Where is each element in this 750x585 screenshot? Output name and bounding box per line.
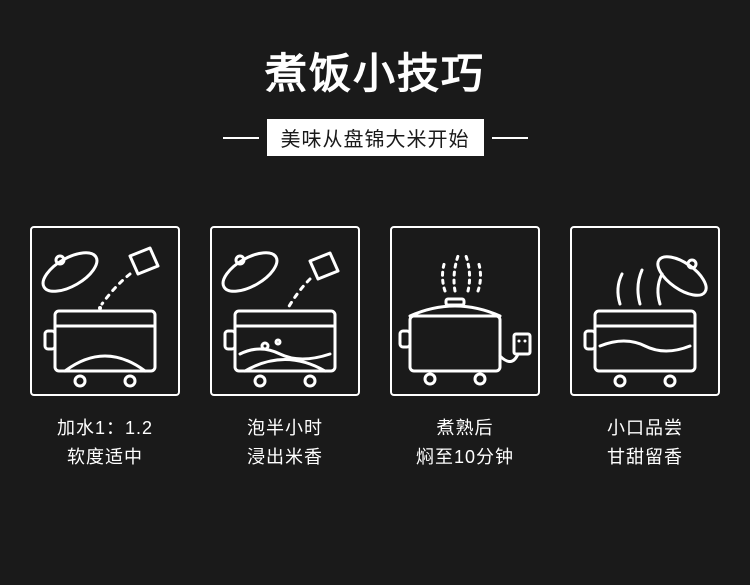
subtitle-text: 美味从盘锦大米开始	[267, 119, 484, 156]
subtitle-line-left	[223, 137, 259, 139]
step-3: 煮熟后 焖至10分钟	[390, 226, 540, 472]
step-1-line2: 软度适中	[57, 443, 153, 472]
cook-steam-icon	[390, 226, 540, 396]
step-4-line2: 甘甜留香	[607, 443, 683, 472]
step-4: 小口品尝 甘甜留香	[570, 226, 720, 472]
step-4-caption: 小口品尝 甘甜留香	[607, 414, 683, 472]
step-1-line1: 加水1：1.2	[57, 414, 153, 443]
soak-rice-icon	[210, 226, 360, 396]
pour-water-icon	[30, 226, 180, 396]
steps-row: 加水1：1.2 软度适中	[30, 226, 720, 472]
step-1: 加水1：1.2 软度适中	[30, 226, 180, 472]
step-1-caption: 加水1：1.2 软度适中	[57, 414, 153, 472]
step-3-caption: 煮熟后 焖至10分钟	[416, 414, 514, 472]
step-3-line1: 煮熟后	[416, 414, 514, 443]
infographic-container: 煮饭小技巧 美味从盘锦大米开始	[0, 0, 750, 585]
step-3-line2: 焖至10分钟	[416, 443, 514, 472]
taste-icon	[570, 226, 720, 396]
step-2-line1: 泡半小时	[247, 414, 323, 443]
main-title: 煮饭小技巧	[265, 40, 485, 101]
subtitle-line-right	[492, 137, 528, 139]
step-4-line1: 小口品尝	[607, 414, 683, 443]
step-2: 泡半小时 浸出米香	[210, 226, 360, 472]
step-2-caption: 泡半小时 浸出米香	[247, 414, 323, 472]
subtitle-bar: 美味从盘锦大米开始	[223, 119, 528, 156]
step-2-line2: 浸出米香	[247, 443, 323, 472]
